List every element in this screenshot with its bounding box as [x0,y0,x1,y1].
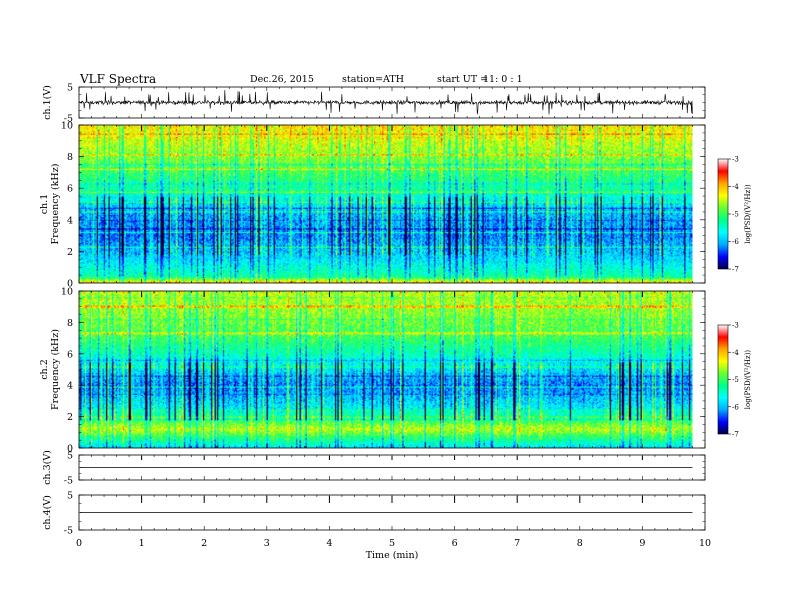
ch2-spectrogram-ytick-label: 8 [67,318,73,329]
ch3-waveform-ytick-label: 5 [67,451,73,462]
ch2-spectrogram-ytick-label: 6 [67,349,73,360]
ch1-waveform-ytick-label: 5 [67,83,73,94]
ch1-spectrogram-colorbar [717,158,729,270]
ch1-spectrogram-ytick-label: 8 [67,152,73,163]
x-tick-label: 6 [452,538,458,549]
ch1-spectrogram-ylabel-frequency: Frequency (kHz) [50,164,61,245]
x-tick-label: 9 [639,538,645,549]
ch2-spectrogram-ytick-label: 4 [67,381,73,392]
ch1-spectrogram-colorbar-tick-label: -4 [732,183,739,191]
ch1-spectrogram-ytick-label: 10 [61,121,73,132]
ch2-spectrogram-colorbar-tick-label: -5 [732,376,739,384]
x-tick-label: 5 [389,538,395,549]
ch2-spectrogram-colorbar-label: log(PSD/(V²/Hz)) [744,350,752,410]
ch1-spectrogram-colorbar-label: log(PSD/(V²/Hz)) [744,184,752,244]
ch1-spectrogram-ytick-label: 4 [67,215,73,226]
ch1-waveform-ytick-label: -5 [64,114,73,125]
ch2-spectrogram-colorbar [717,324,729,435]
start-time-value: 11: 0 : 1 [483,74,523,85]
ch1-spectrogram-ytick-label: 6 [67,184,73,195]
x-tick-label: 7 [514,538,520,549]
ch1-spectrogram-colorbar-tick-label: -6 [732,238,739,246]
ch2-spectrogram-ytick-label: 10 [61,287,73,298]
ch2-spectrogram-ytick-label: 2 [67,412,73,423]
ch4-waveform-ytick-label: -5 [64,526,73,537]
x-tick-label: 2 [201,538,207,549]
ch2-spectrogram-ylabel-frequency: Frequency (kHz) [50,329,61,410]
ch2-spectrogram-heatmap-image [79,291,693,448]
station-label: station=ATH [342,74,404,85]
ch1-spectrogram-ylabel-channel: ch.1 [39,194,50,215]
ch4-waveform-ytick-label: 5 [67,491,73,502]
x-tick-label: 8 [577,538,583,549]
ch2-spectrogram-colorbar-tick-label: -4 [732,349,739,357]
x-tick-label: 1 [139,538,145,549]
ch2-spectrogram-colorbar-tick-label: -6 [732,403,739,411]
x-tick-label: 10 [699,538,711,549]
start-time-label: start UT = [437,74,489,85]
chart-title: VLF Spectra [80,72,157,86]
x-axis-label: Time (min) [366,550,419,561]
x-tick-label: 4 [326,538,332,549]
ch1-spectrogram-colorbar-tick-label: -5 [732,211,739,219]
ch1-waveform-trace [78,90,693,115]
ch1-waveform-ylabel: ch.1(V) [42,85,53,120]
ch1-spectrogram-ytick-label: 0 [67,279,73,290]
ch2-spectrogram-ylabel-channel: ch.2 [39,359,50,380]
ch3-waveform-ylabel: ch.3(V) [42,450,53,485]
date-label: Dec.26, 2015 [250,74,314,85]
ch2-spectrogram-colorbar-tick-label: -7 [732,431,739,439]
ch1-spectrogram-ytick-label: 2 [67,247,73,258]
x-tick-label: 3 [264,538,270,549]
ch3-waveform-ytick-label: -5 [64,476,73,487]
ch1-spectrogram-colorbar-tick-label: -3 [732,156,739,164]
ch1-spectrogram-colorbar-tick-label: -7 [732,266,739,274]
x-tick-label: 0 [76,538,82,549]
ch2-spectrogram-ytick-label: 0 [67,444,73,455]
ch4-waveform-ylabel: ch.4(V) [42,495,53,530]
ch2-spectrogram-colorbar-tick-label: -3 [732,322,739,330]
ch1-spectrogram-heatmap-image [79,125,693,283]
